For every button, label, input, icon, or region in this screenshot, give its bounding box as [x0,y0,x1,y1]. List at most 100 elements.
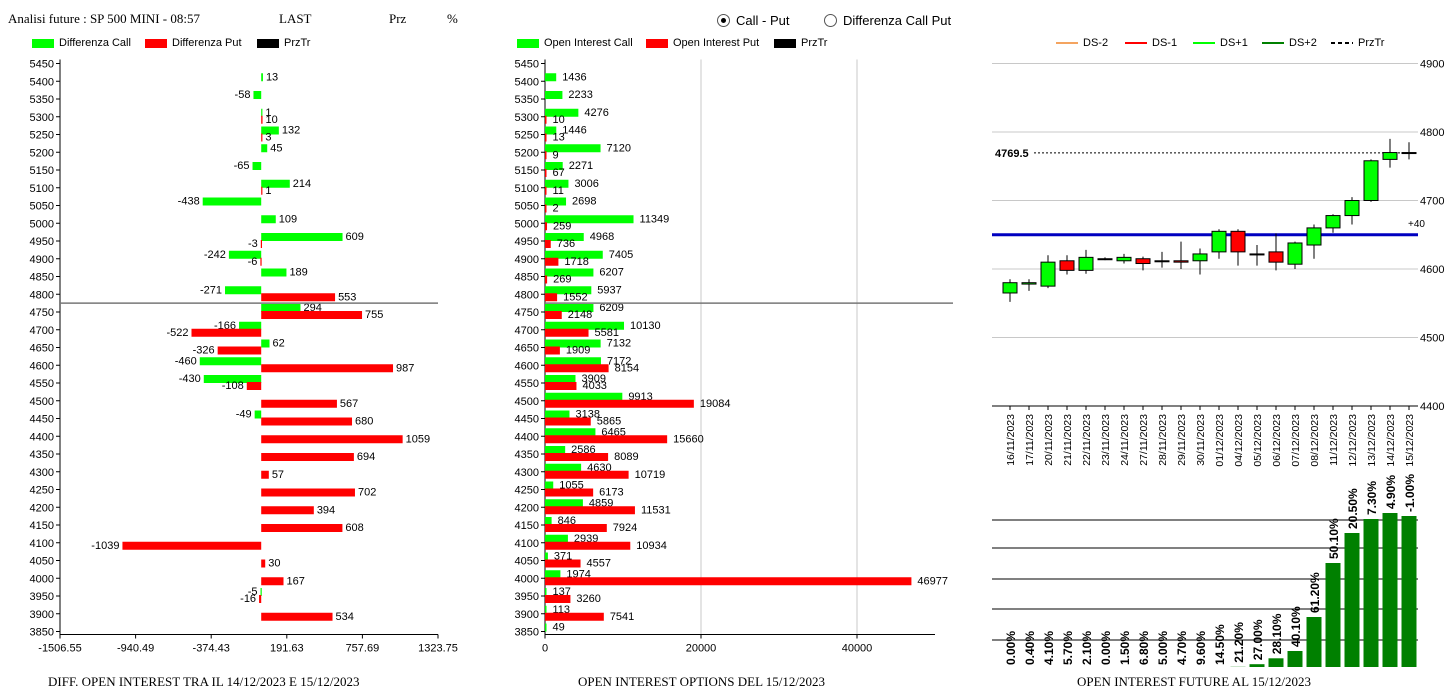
y-tick-label: 3850 [30,627,54,639]
bar-value-label: 702 [358,487,376,499]
oi-put-bar [545,453,609,461]
bar-value-label: 7172 [607,355,631,367]
diff-call-bar [228,250,262,259]
y-tick-label: 5100 [515,183,539,195]
oi-future-pct-label: 40.10% [1289,606,1303,647]
call-put-radio[interactable]: Call - Put [717,13,789,28]
oi-put-bar [545,328,589,337]
oi-put-bar [545,435,668,444]
oi-future-pct-label: 4.10% [1042,631,1056,665]
bar-value-label: 67 [553,167,565,179]
oi-put-bar [545,186,547,195]
oi-put-bar [545,612,604,621]
oi-call-bar [545,144,601,153]
last-label: LAST [279,11,312,26]
bar-value-label: 1 [265,107,271,119]
y-tick-label: 4350 [30,449,54,461]
bar-value-label: 5581 [595,327,619,339]
bar-value-label: 4968 [590,231,614,243]
candle-body [1116,256,1132,262]
candle-body [1344,200,1360,217]
x-tick-label: -1506.55 [38,643,81,655]
oi-put-bar [545,257,559,266]
oi-future-bar [1401,516,1417,667]
oi-future-pct-label: 0.00% [1004,631,1018,665]
y-tick-label: 5400 [515,76,539,88]
diff-call-bar [253,91,262,99]
bar-value-label: 2233 [568,89,592,101]
legend-oi-put: Open Interest Put [646,37,759,49]
diff-put-bar [261,293,336,302]
candle-body [1002,282,1018,294]
bar-value-label: 45 [270,142,282,154]
bar-value-label: 7924 [613,522,637,534]
y-tick-label: 4300 [30,467,54,479]
bar-value-label: 680 [355,416,373,428]
y-tick-label: 4900 [30,254,54,266]
oi-put-bar [545,559,581,568]
bar-value-label: 6207 [599,267,623,279]
y-tick-label: 4800 [30,289,54,301]
y-tick-label: 4800 [1420,127,1444,139]
bar-value-label: 3909 [581,373,605,385]
x-tick-label: 23/11/2023 [1100,414,1112,466]
x-tick-label: 06/12/2023 [1271,414,1283,467]
bar-value-label: 5937 [597,284,621,296]
y-tick-label: 4250 [515,485,539,497]
bar-value-label: 755 [365,309,383,321]
diff-call-bar [202,197,262,206]
oi-put-bar [545,506,635,515]
bar-value-label: 2698 [572,196,596,208]
bar-value-label: 1552 [563,291,587,303]
oi-call-bar [545,552,548,561]
bar-value-label: -16 [240,593,256,605]
oi-future-pct-label: 4.90% [1384,475,1398,509]
oi-put-bar [545,382,577,390]
bar-value-label: 30 [268,558,280,570]
oi-call-bar [545,339,601,348]
oi-call-bar [545,108,579,117]
oi-call-bar [545,375,576,383]
diff-put-bar [261,435,403,444]
y-tick-label: 4050 [30,556,54,568]
bar-value-label: 62 [272,338,284,350]
x-tick-label: 1323.75 [418,643,458,655]
oi-put-bar [545,524,607,532]
y-tick-label: 4550 [30,378,54,390]
legend-diff-put: Differenza Put [145,37,242,49]
diff-put-bar [122,541,262,550]
bar-value-label: -49 [236,409,252,421]
bar-value-label: 10 [553,114,565,126]
oi-call-bar [545,588,547,596]
x-tick-label: 24/11/2023 [1119,414,1131,466]
diff-put-bar [261,364,394,373]
oi-put-bar [545,204,547,213]
oi-call-bar [545,126,557,135]
x-tick-label: 08/12/2023 [1309,414,1321,467]
bar-value-label: 10130 [630,320,661,332]
oi-future-pct-label: 4.70% [1175,631,1189,665]
bar-value-label: -522 [166,327,188,339]
y-tick-label: 4000 [30,573,54,585]
legend-prztr-3: PrzTr [1331,37,1384,49]
legend-diff-call: Differenza Call [32,37,131,49]
diff-call-bar [261,73,263,82]
oi-future-bar [1287,651,1303,667]
candle-body [1173,260,1189,263]
y-tick-label: 4150 [30,520,54,532]
oi-future-pct-label: 1.50% [1118,631,1132,665]
legend-swatch [1056,42,1078,44]
x-tick-label: 12/12/2023 [1347,414,1359,467]
bar-value-label: 46977 [917,575,948,587]
prz-label: Prz [389,11,407,26]
y-tick-label: 4750 [515,307,539,319]
y-tick-label: 4750 [30,307,54,319]
diff-put-bar [261,115,263,124]
y-tick-label: 4500 [515,396,539,408]
diff-call-put-radio[interactable]: Differenza Call Put [824,13,951,28]
diff-call-bar [254,410,262,419]
bar-value-label: -65 [234,160,250,172]
y-tick-label: 5200 [30,147,54,159]
diff-put-bar [260,240,263,248]
diff-put-bar [261,311,363,319]
